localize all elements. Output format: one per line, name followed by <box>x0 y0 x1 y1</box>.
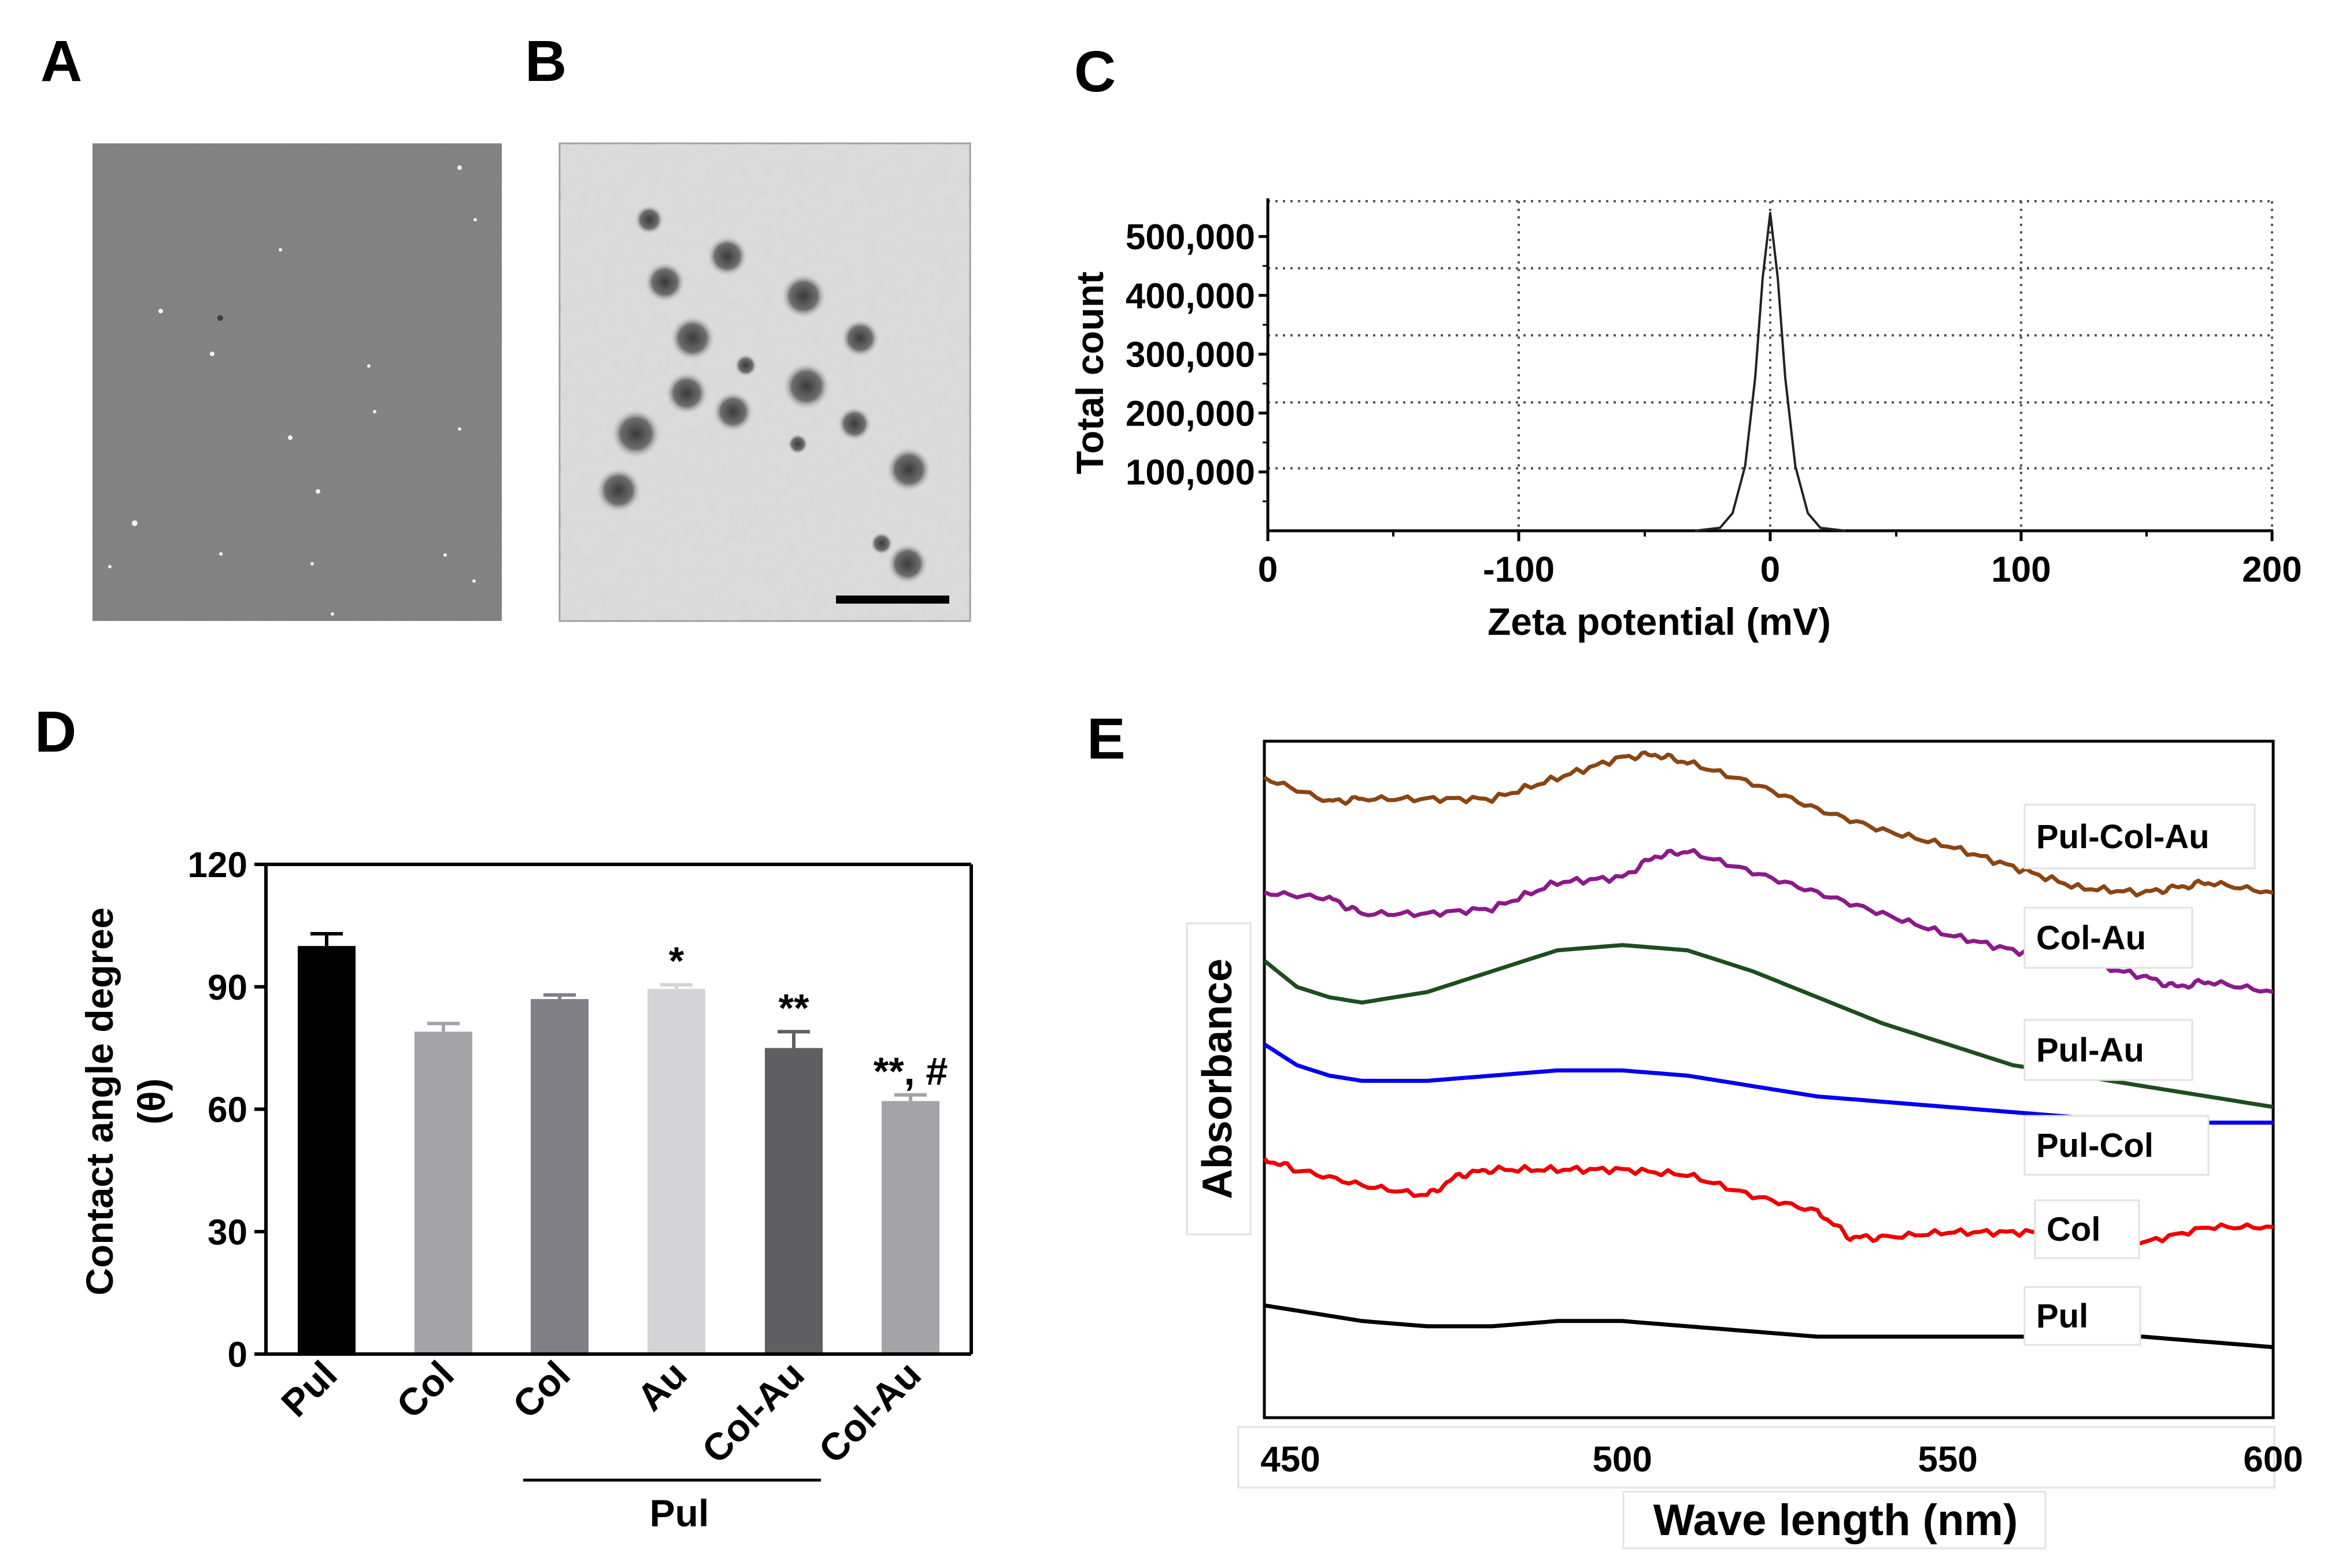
d-bar <box>648 989 705 1354</box>
c-y-tick-label: 200,000 <box>1126 394 1255 434</box>
d-y-tick-label: 30 <box>208 1212 247 1252</box>
c-y-tick-label: 400,000 <box>1126 276 1255 316</box>
d-y-tick-label: 90 <box>208 968 247 1008</box>
e-legend-box <box>2023 804 2256 870</box>
d-category-label: Col-Au <box>811 1353 929 1471</box>
e-y-axis-label: Absorbance <box>1194 959 1241 1199</box>
e-legend-box <box>2023 1115 2210 1176</box>
d-significance-label: * <box>669 939 684 983</box>
e-y-label-box <box>1186 922 1252 1236</box>
e-x-tick-label: 550 <box>1918 1440 1977 1480</box>
d-category-label: Col <box>504 1353 578 1427</box>
e-legend-label: Col <box>2047 1211 2100 1248</box>
c-y-tick-label: 300,000 <box>1126 335 1255 375</box>
d-group-label: Pul <box>650 1492 709 1534</box>
panel-label-a: A <box>40 29 82 94</box>
d-category-label: Pul <box>273 1353 345 1425</box>
d-y-axis-label: Contact angle degree <box>78 907 121 1295</box>
c-x-tick-label: 0 <box>1258 550 1278 590</box>
sem-image <box>92 143 502 621</box>
e-plot-frame <box>1263 739 2275 1419</box>
c-y-axis-label: Total count <box>1068 272 1111 475</box>
d-category-label: Col <box>388 1353 462 1427</box>
tem-image <box>558 142 971 622</box>
panel-label-e: E <box>1087 707 1126 771</box>
e-x-axis-label: Wave length (nm) <box>1653 1496 2018 1545</box>
d-y-tick-label: 0 <box>228 1335 247 1375</box>
e-x-tick-label: 600 <box>2243 1440 2303 1480</box>
d-y-tick-label: 60 <box>208 1090 247 1130</box>
panel-label-c: C <box>1074 39 1116 104</box>
zeta-chart: 100,000 200,000 300,000 400,000 500,000 0 -100… <box>1068 198 2302 643</box>
e-legend-label: Pul-Col <box>2036 1127 2154 1164</box>
contact-angle-chart: Pul Col Col * Au ** Col-Au **, # Col-Au 0 30 60 90 1… <box>78 845 973 1534</box>
absorbance-chart: Pul-Col-Au Col-Au Pul-Au Pul-Col Col Pul 450 5… <box>1186 739 2303 1549</box>
e-legend-box <box>2023 907 2193 969</box>
c-x-tick-label: 100 <box>1991 550 2051 590</box>
panel-label-b: B <box>525 29 567 94</box>
c-x-tick-label: 0 <box>1760 550 1780 590</box>
e-series-line <box>1263 750 2274 898</box>
d-category-label: Col-Au <box>694 1353 812 1471</box>
e-legend-box <box>2023 1019 2193 1081</box>
d-bar <box>531 999 589 1354</box>
c-x-tick-label: -100 <box>1483 550 1555 590</box>
e-legend-label: Pul-Col-Au <box>2036 818 2210 856</box>
c-y-tick-label: 100,000 <box>1126 453 1255 493</box>
d-bar <box>298 946 356 1354</box>
d-significance-label: ** <box>779 986 809 1030</box>
c-x-tick-label: 200 <box>2242 550 2302 590</box>
e-x-label-box <box>1622 1491 2047 1549</box>
c-y-tick-label: 500,000 <box>1126 217 1255 257</box>
d-y-axis-label-unit: (θ) <box>130 1078 173 1125</box>
e-legend-label: Col-Au <box>2036 919 2146 957</box>
d-bar <box>882 1101 939 1354</box>
d-significance-label: **, # <box>874 1049 948 1093</box>
d-bar <box>765 1048 823 1354</box>
e-legend-box <box>2023 1286 2141 1346</box>
d-bar <box>415 1031 472 1354</box>
e-legend-label: Pul <box>2036 1297 2088 1335</box>
c-x-axis-label: Zeta potential (mV) <box>1488 600 1831 643</box>
c-series-line <box>1694 212 1846 532</box>
e-x-tick-label: 450 <box>1260 1440 1320 1480</box>
scale-bar <box>836 596 949 604</box>
e-legend-box <box>2034 1199 2140 1259</box>
e-x-tick-box <box>1237 1426 2276 1489</box>
panel-label-d: D <box>35 700 76 764</box>
e-legend-label: Pul-Au <box>2036 1031 2144 1069</box>
d-y-tick-label: 120 <box>188 845 247 885</box>
e-x-tick-label: 500 <box>1592 1440 1652 1480</box>
d-category-label: Au <box>628 1353 695 1419</box>
e-series-line <box>1263 848 2274 994</box>
